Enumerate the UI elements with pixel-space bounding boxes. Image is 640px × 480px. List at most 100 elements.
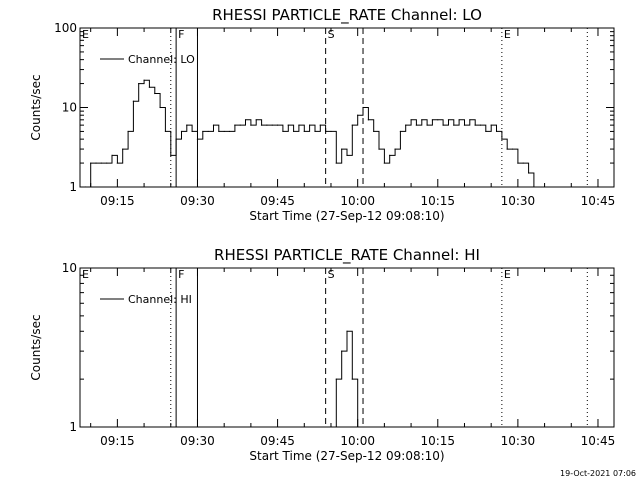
data-point	[325, 130, 327, 133]
x-tick-label: 09:30	[180, 434, 215, 448]
data-point	[469, 119, 471, 121]
data-point	[533, 186, 535, 187]
data-point	[287, 124, 289, 126]
data-point	[351, 378, 353, 380]
x-tick-label: 10:00	[340, 194, 375, 208]
data-point	[196, 138, 199, 140]
data-point	[175, 138, 177, 140]
data-point	[143, 79, 145, 81]
data-point	[250, 124, 252, 126]
x-tick-label: 10:45	[581, 434, 616, 448]
data-point	[186, 124, 188, 126]
data-point	[453, 124, 455, 126]
data-point	[367, 119, 369, 121]
data-point	[100, 162, 102, 164]
data-point	[106, 162, 108, 164]
data-point	[148, 86, 151, 88]
data-point	[330, 426, 332, 427]
data-point	[415, 124, 418, 126]
plot-frame	[79, 267, 615, 428]
event-marker-label: E	[504, 268, 511, 281]
y-tick-label: 10	[62, 261, 77, 275]
data-point	[319, 124, 321, 126]
data-point	[517, 162, 519, 164]
data-point	[212, 124, 215, 126]
data-point	[437, 119, 439, 121]
data-point	[362, 106, 364, 109]
data-point	[442, 124, 444, 126]
data-point	[421, 119, 423, 121]
data-point	[485, 130, 487, 133]
data-point	[138, 82, 140, 85]
chart-title: RHESSI PARTICLE_RATE Channel: LO	[212, 6, 482, 25]
data-point	[239, 124, 241, 126]
data-point	[527, 172, 530, 174]
data-point	[228, 130, 231, 133]
data-point	[383, 162, 385, 164]
event-marker-label: F	[178, 28, 184, 41]
data-point	[303, 130, 305, 133]
y-axis-label: Counts/sec	[29, 314, 43, 380]
data-point	[180, 130, 183, 133]
data-point	[378, 148, 380, 150]
chart-title: RHESSI PARTICLE_RATE Channel: HI	[214, 246, 480, 265]
y-tick-label: 10	[62, 101, 77, 115]
data-point	[207, 130, 209, 133]
data-point	[218, 130, 220, 133]
data-point	[335, 378, 337, 380]
data-point	[522, 162, 524, 164]
data-point	[314, 130, 316, 133]
data-point	[431, 119, 434, 121]
data-point	[341, 350, 343, 352]
data-point	[244, 119, 247, 121]
data-point	[127, 130, 129, 133]
data-point	[389, 154, 391, 156]
y-tick-label: 1	[69, 420, 77, 434]
data-point	[394, 148, 396, 150]
data-point	[495, 130, 498, 133]
x-axis-label: Start Time (27-Sep-12 09:08:10)	[249, 209, 444, 223]
data-point	[490, 124, 492, 126]
data-point	[111, 154, 113, 156]
y-tick-label: 100	[54, 21, 77, 35]
data-point	[260, 124, 263, 126]
data-point	[255, 119, 257, 121]
data-point	[164, 130, 167, 133]
x-tick-label: 10:30	[501, 194, 536, 208]
data-point	[458, 119, 460, 121]
data-point	[346, 330, 348, 332]
data-point	[90, 162, 92, 164]
data-point	[282, 130, 284, 133]
series-line	[85, 79, 540, 187]
data-point	[373, 130, 375, 133]
data-point	[341, 148, 343, 150]
x-tick-label: 10:30	[501, 434, 536, 448]
render-timestamp: 19-Oct-2021 07:06	[560, 469, 636, 478]
x-tick-label: 09:15	[100, 194, 135, 208]
y-tick-label: 1	[69, 180, 77, 194]
y-axis-label: Counts/sec	[29, 74, 43, 140]
data-point	[330, 130, 332, 133]
event-marker-label: F	[178, 268, 184, 281]
x-tick-label: 09:15	[100, 434, 135, 448]
data-point	[309, 124, 311, 126]
data-point	[276, 124, 279, 126]
data-point	[122, 148, 124, 150]
data-point	[298, 124, 300, 126]
data-point	[266, 124, 268, 126]
x-tick-label: 09:45	[260, 194, 295, 208]
data-point	[223, 130, 225, 133]
data-point	[154, 92, 156, 95]
data-point	[426, 124, 428, 126]
x-tick-label: 10:45	[581, 194, 616, 208]
data-point	[234, 124, 236, 126]
x-tick-label: 10:15	[420, 194, 455, 208]
event-marker-label: S	[328, 268, 335, 281]
data-point	[501, 138, 503, 140]
x-tick-label: 09:30	[180, 194, 215, 208]
x-tick-label: 10:00	[340, 434, 375, 448]
data-point	[474, 124, 476, 126]
data-point	[271, 124, 273, 126]
data-point	[170, 154, 172, 156]
lo-channel-panel: RHESSI PARTICLE_RATE Channel: LO 09:15 09:…	[29, 6, 615, 223]
